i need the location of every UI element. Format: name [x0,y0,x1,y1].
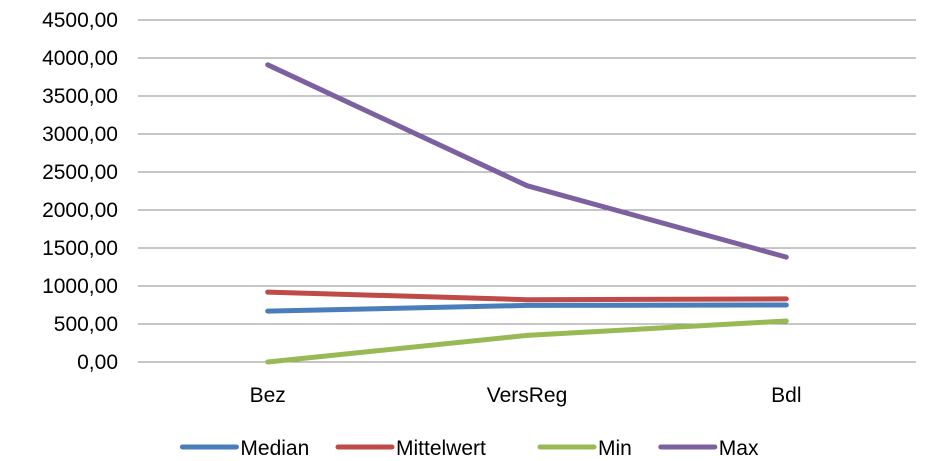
legend-label: Min [598,437,632,460]
y-tick-label: 4000,00 [42,47,118,70]
y-tick-label: 0,00 [77,351,118,374]
legend-label: Max [719,437,759,460]
series-line-max [265,62,789,260]
y-tick-label: 4500,00 [42,9,118,32]
y-tick-label: 500,00 [54,313,118,336]
legend-label: Mittelwert [396,437,486,460]
y-tick-label: 3000,00 [42,123,118,146]
y-tick-label: 1500,00 [42,237,118,260]
y-axis: 0,00 500,00 1000,00 1500,00 2000,00 2500,00 30… [42,9,118,374]
y-tick-label: 2500,00 [42,161,118,184]
series-lines [265,62,789,365]
y-tick-label: 3500,00 [42,85,118,108]
legend-item-mittelwert: Mittelwert [335,437,486,460]
x-axis: Bez VersReg Bdl [250,384,802,407]
series-line-median [265,302,789,314]
y-tick-label: 1000,00 [42,275,118,298]
legend-label: Median [240,437,309,460]
x-tick-label: Bez [250,384,286,407]
legend-item-min: Min [537,437,632,460]
legend-item-median: Median [179,437,309,460]
x-tick-label: VersReg [487,384,568,407]
y-tick-label: 2000,00 [42,199,118,222]
series-line-min [265,318,789,365]
gridlines [138,19,916,363]
legend-item-max: Max [658,437,759,460]
legend: Median Mittelwert Min Max [179,437,759,460]
series-line-mittelwert [265,289,789,303]
x-tick-label: Bdl [771,384,801,407]
